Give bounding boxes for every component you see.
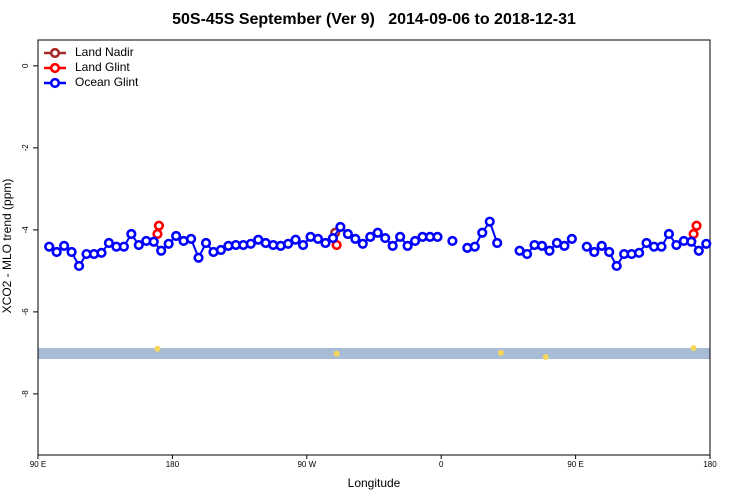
data-point xyxy=(484,216,495,227)
data-point xyxy=(611,260,622,272)
data-point xyxy=(193,252,204,263)
data-point xyxy=(633,247,645,258)
data-point xyxy=(686,236,697,247)
data-point xyxy=(469,241,480,252)
data-point xyxy=(544,245,555,256)
data-point xyxy=(342,228,353,240)
data-point xyxy=(387,240,398,251)
band-marker xyxy=(154,345,161,352)
data-point xyxy=(566,233,577,244)
data-point xyxy=(365,231,376,242)
data-point xyxy=(327,232,339,244)
legend-marker xyxy=(49,62,61,74)
data-point xyxy=(492,237,503,249)
legend-label: Ocean Glint xyxy=(75,75,139,89)
data-point xyxy=(59,240,70,251)
data-point xyxy=(596,240,607,251)
band-marker xyxy=(542,353,549,360)
band-marker xyxy=(497,349,504,356)
y-axis-label: XCO2 - MLO trend (ppm) xyxy=(0,179,14,314)
data-point xyxy=(701,238,712,249)
data-point xyxy=(320,237,331,249)
data-point xyxy=(297,239,309,251)
y-tick-label: -6 xyxy=(21,308,30,316)
data-point xyxy=(126,228,137,240)
data-point xyxy=(44,241,55,252)
x-tick-label: 180 xyxy=(166,460,180,469)
data-point xyxy=(148,236,159,247)
data-point xyxy=(688,228,699,240)
data-point xyxy=(290,234,301,245)
data-point xyxy=(152,228,163,240)
data-point xyxy=(153,220,165,231)
data-point xyxy=(66,246,77,258)
data-point xyxy=(604,246,615,258)
x-tick-label: 90 W xyxy=(297,460,316,469)
data-point xyxy=(477,227,488,238)
data-point xyxy=(96,247,107,258)
x-tick-label: 0 xyxy=(439,460,444,469)
data-point xyxy=(559,240,570,251)
legend-marker xyxy=(49,47,61,59)
y-tick-label: -8 xyxy=(21,390,30,398)
x-tick-label: 180 xyxy=(703,460,717,469)
data-point xyxy=(641,237,652,249)
data-point xyxy=(581,241,592,252)
data-point xyxy=(73,260,85,272)
y-tick-label: -4 xyxy=(21,226,30,234)
data-point xyxy=(133,239,144,251)
data-point xyxy=(215,244,227,256)
data-point xyxy=(663,228,675,240)
data-point xyxy=(103,237,115,249)
chart-title: 50S-45S September (Ver 9) 2014-09-06 to … xyxy=(172,11,576,28)
data-point xyxy=(656,241,667,252)
x-tick-label: 90 E xyxy=(567,460,583,469)
y-tick-label: -2 xyxy=(21,144,30,152)
band-marker xyxy=(690,344,697,351)
data-point xyxy=(335,221,346,233)
data-point xyxy=(185,233,197,244)
data-point xyxy=(395,231,406,242)
data-point xyxy=(171,230,182,242)
data-point xyxy=(200,237,212,249)
data-point xyxy=(409,235,421,247)
data-point xyxy=(693,245,704,256)
plot-frame xyxy=(37,39,711,456)
legend-marker xyxy=(49,77,61,89)
data-point xyxy=(156,245,167,256)
data-point xyxy=(357,238,368,249)
data-point xyxy=(691,220,702,231)
flag-band xyxy=(38,347,710,360)
legend-label: Land Glint xyxy=(75,60,130,74)
data-point xyxy=(521,248,533,260)
data-point xyxy=(671,239,682,251)
data-point xyxy=(163,238,174,249)
data-point xyxy=(51,246,62,258)
data-point xyxy=(536,240,548,251)
x-tick-label: 90 E xyxy=(30,460,46,469)
data-point xyxy=(245,238,256,249)
band-marker xyxy=(333,350,340,357)
data-point xyxy=(589,246,600,258)
data-point xyxy=(380,232,391,244)
data-point xyxy=(283,238,294,249)
data-point xyxy=(372,227,383,238)
data-point xyxy=(447,235,458,247)
data-point xyxy=(312,233,324,244)
data-point xyxy=(118,241,129,252)
y-tick-label: 0 xyxy=(21,63,30,68)
data-point xyxy=(350,233,361,244)
legend-label: Land Nadir xyxy=(75,45,134,59)
data-point xyxy=(402,240,413,251)
x-axis-label: Longitude xyxy=(348,476,401,490)
data-point xyxy=(432,231,443,242)
